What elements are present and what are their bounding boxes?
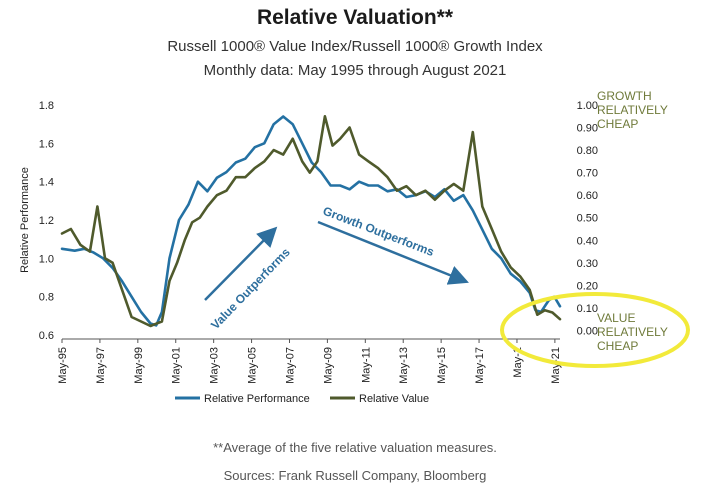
highlight-circle <box>500 292 690 368</box>
y2-tick-label: 0.90 <box>577 123 598 135</box>
y-tick-label: 1.6 <box>39 138 54 150</box>
y2-tick-label: 0.20 <box>577 280 598 292</box>
y-tick-label: 1.8 <box>39 100 54 112</box>
legend-label-relative-value: Relative Value <box>359 393 429 405</box>
y2-tick-label: 0.00 <box>577 325 598 337</box>
y-tick-label: 1.2 <box>39 215 54 227</box>
value-cheap-label: RELATIVELY <box>597 325 668 339</box>
x-tick-label: May-1 <box>512 347 524 378</box>
relative-valuation-chart: 0.6 0.8 1.0 1.2 1.4 1.6 1.8 0.00 0.10 0.20 0.30 0.4… <box>19 89 690 405</box>
x-tick-label: May-95 <box>57 347 69 384</box>
x-tick-label: May-13 <box>398 347 410 384</box>
x-tick-label: May-97 <box>95 347 107 384</box>
value-outperforms-label: Value Outperforms <box>208 245 293 332</box>
y-tick-label: 1.0 <box>39 253 54 265</box>
sources: Sources: Frank Russell Company, Bloomber… <box>223 468 487 483</box>
chart-title: Relative Valuation** <box>256 6 454 29</box>
y2-tick-label: 0.50 <box>577 213 598 225</box>
footnote: **Average of the five relative valuation… <box>213 440 497 455</box>
y2-tick-label: 0.60 <box>577 190 598 202</box>
x-tick-label: May-09 <box>322 347 334 384</box>
growth-cheap-label: CHEAP <box>597 117 638 131</box>
x-tick-label: May-05 <box>247 347 259 384</box>
x-tick-label: May-21 <box>550 347 562 384</box>
growth-outperforms-arrow <box>317 220 469 285</box>
chart-subtitle: Russell 1000® Value Index/Russell 1000® … <box>167 38 543 55</box>
y2-tick-label: 0.40 <box>577 235 598 247</box>
relative-value-line <box>60 115 562 328</box>
growth-cheap-label: RELATIVELY <box>597 103 668 117</box>
y2-tick-label: 1.00 <box>577 100 598 112</box>
y2-tick-label: 0.10 <box>577 303 598 315</box>
x-tick-label: May-03 <box>209 347 221 384</box>
y-axis-label: Relative Performance <box>19 167 31 273</box>
y2-tick-label: 0.70 <box>577 168 598 180</box>
y-tick-label: 0.6 <box>39 330 54 342</box>
legend-label-relative-performance: Relative Performance <box>204 393 310 405</box>
relative-performance-line <box>60 115 562 327</box>
x-tick-label: May-07 <box>284 347 296 384</box>
y2-tick-label: 0.80 <box>577 145 598 157</box>
y-tick-label: 1.4 <box>39 177 54 189</box>
x-tick-label: May-99 <box>133 347 145 384</box>
y-tick-label: 0.8 <box>39 292 54 304</box>
y2-tick-label: 0.30 <box>577 258 598 270</box>
value-cheap-label: VALUE <box>597 311 635 325</box>
chart-subtitle-date-range: Monthly data: May 1995 through August 20… <box>203 62 507 79</box>
x-tick-label: May-01 <box>171 347 183 384</box>
x-tick-label: May-15 <box>436 347 448 384</box>
x-tick-label: May-17 <box>474 347 486 384</box>
x-tick-label: May-11 <box>360 347 372 383</box>
value-cheap-label: CHEAP <box>597 339 638 353</box>
growth-cheap-label: GROWTH <box>597 89 652 103</box>
value-outperforms-arrow <box>204 226 278 301</box>
